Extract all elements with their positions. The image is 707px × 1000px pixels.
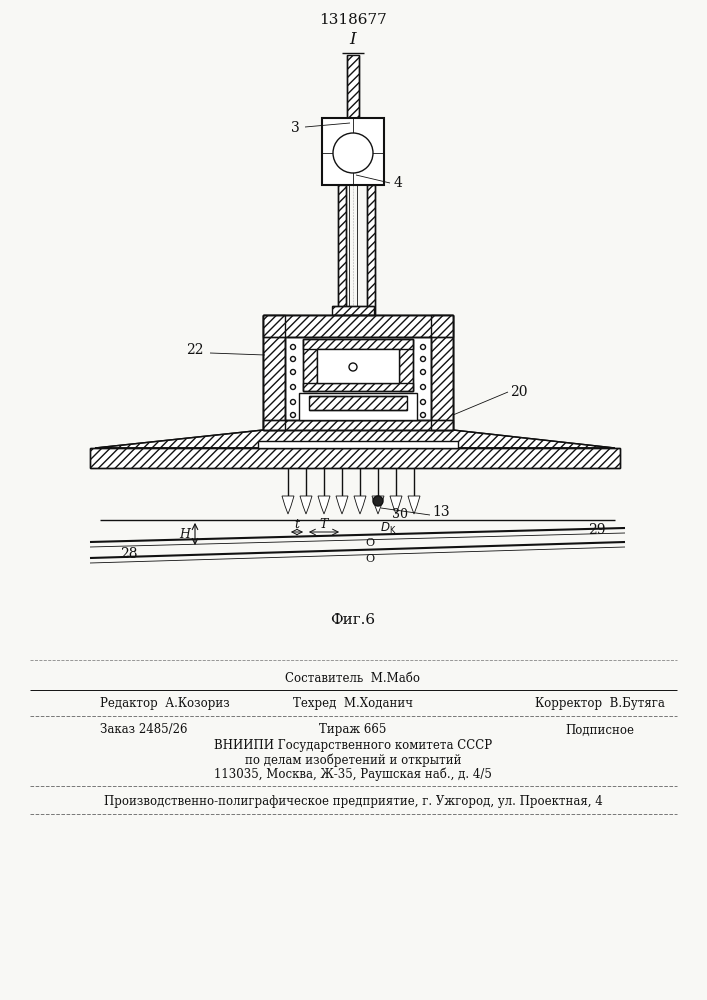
Text: 4: 4 bbox=[394, 176, 403, 190]
Text: по делам изобретений и открытий: по делам изобретений и открытий bbox=[245, 753, 461, 767]
Ellipse shape bbox=[291, 357, 296, 361]
Text: Корректор  В.Бутяга: Корректор В.Бутяга bbox=[535, 698, 665, 710]
Ellipse shape bbox=[291, 412, 296, 418]
Bar bbox=[263, 420, 453, 430]
Ellipse shape bbox=[421, 357, 426, 361]
Text: Фиг.6: Фиг.6 bbox=[330, 613, 375, 627]
Polygon shape bbox=[282, 496, 294, 514]
Text: Техред  М.Ходанич: Техред М.Ходанич bbox=[293, 698, 413, 710]
Polygon shape bbox=[318, 496, 330, 514]
Text: Редактор  А.Козориз: Редактор А.Козориз bbox=[100, 698, 230, 710]
Polygon shape bbox=[354, 496, 366, 514]
Ellipse shape bbox=[421, 412, 426, 418]
Bar bbox=[263, 315, 453, 337]
Text: O: O bbox=[366, 554, 375, 564]
Bar bbox=[367, 185, 375, 315]
Polygon shape bbox=[372, 496, 384, 514]
Text: 22: 22 bbox=[186, 343, 204, 357]
Ellipse shape bbox=[421, 384, 426, 389]
Bar bbox=[303, 383, 413, 391]
Text: 28: 28 bbox=[120, 547, 137, 561]
Bar bbox=[303, 339, 317, 391]
Ellipse shape bbox=[333, 133, 373, 173]
Text: 13: 13 bbox=[432, 505, 450, 519]
Bar bbox=[338, 185, 346, 315]
Polygon shape bbox=[336, 496, 348, 514]
Bar bbox=[90, 448, 620, 468]
Text: O: O bbox=[366, 538, 375, 548]
Text: 20: 20 bbox=[510, 385, 527, 399]
Text: H: H bbox=[180, 528, 190, 540]
Ellipse shape bbox=[349, 363, 357, 371]
Ellipse shape bbox=[291, 369, 296, 374]
Polygon shape bbox=[408, 496, 420, 514]
Bar bbox=[309, 396, 407, 410]
Polygon shape bbox=[390, 496, 402, 514]
Text: 1318677: 1318677 bbox=[319, 13, 387, 27]
Text: Заказ 2485/26: Заказ 2485/26 bbox=[100, 724, 187, 736]
Text: 29: 29 bbox=[588, 523, 605, 537]
Text: Тираж 665: Тираж 665 bbox=[320, 724, 387, 736]
Ellipse shape bbox=[373, 496, 383, 506]
Text: t: t bbox=[295, 518, 300, 530]
Text: 3: 3 bbox=[291, 121, 300, 135]
Polygon shape bbox=[95, 430, 615, 448]
Bar bbox=[322, 118, 384, 185]
Bar bbox=[263, 315, 453, 430]
Ellipse shape bbox=[421, 399, 426, 404]
Bar bbox=[263, 315, 285, 430]
Text: T: T bbox=[320, 518, 328, 530]
Text: 30: 30 bbox=[392, 508, 408, 520]
Text: $D_\mathrm{K}$: $D_\mathrm{K}$ bbox=[380, 520, 397, 536]
Text: ВНИИПИ Государственного комитета СССР: ВНИИПИ Государственного комитета СССР bbox=[214, 740, 492, 752]
Text: 113035, Москва, Ж-35, Раушская наб., д. 4/5: 113035, Москва, Ж-35, Раушская наб., д. … bbox=[214, 767, 492, 781]
Bar bbox=[332, 306, 374, 315]
Bar bbox=[303, 339, 413, 349]
Text: Подписное: Подписное bbox=[566, 724, 634, 736]
Ellipse shape bbox=[421, 369, 426, 374]
Ellipse shape bbox=[291, 399, 296, 404]
Text: I: I bbox=[350, 31, 356, 48]
Ellipse shape bbox=[421, 344, 426, 350]
Ellipse shape bbox=[291, 344, 296, 350]
Ellipse shape bbox=[291, 384, 296, 389]
Polygon shape bbox=[300, 496, 312, 514]
Text: Производственно-полиграфическое предприятие, г. Ужгород, ул. Проектная, 4: Производственно-полиграфическое предприя… bbox=[104, 796, 602, 808]
Bar bbox=[285, 337, 431, 420]
Text: Составитель  М.Мабо: Составитель М.Мабо bbox=[286, 672, 421, 684]
Bar bbox=[258, 441, 458, 448]
Bar bbox=[347, 55, 359, 118]
Bar bbox=[399, 339, 413, 391]
Bar bbox=[317, 349, 399, 383]
Bar bbox=[299, 393, 417, 420]
Bar bbox=[431, 315, 453, 430]
